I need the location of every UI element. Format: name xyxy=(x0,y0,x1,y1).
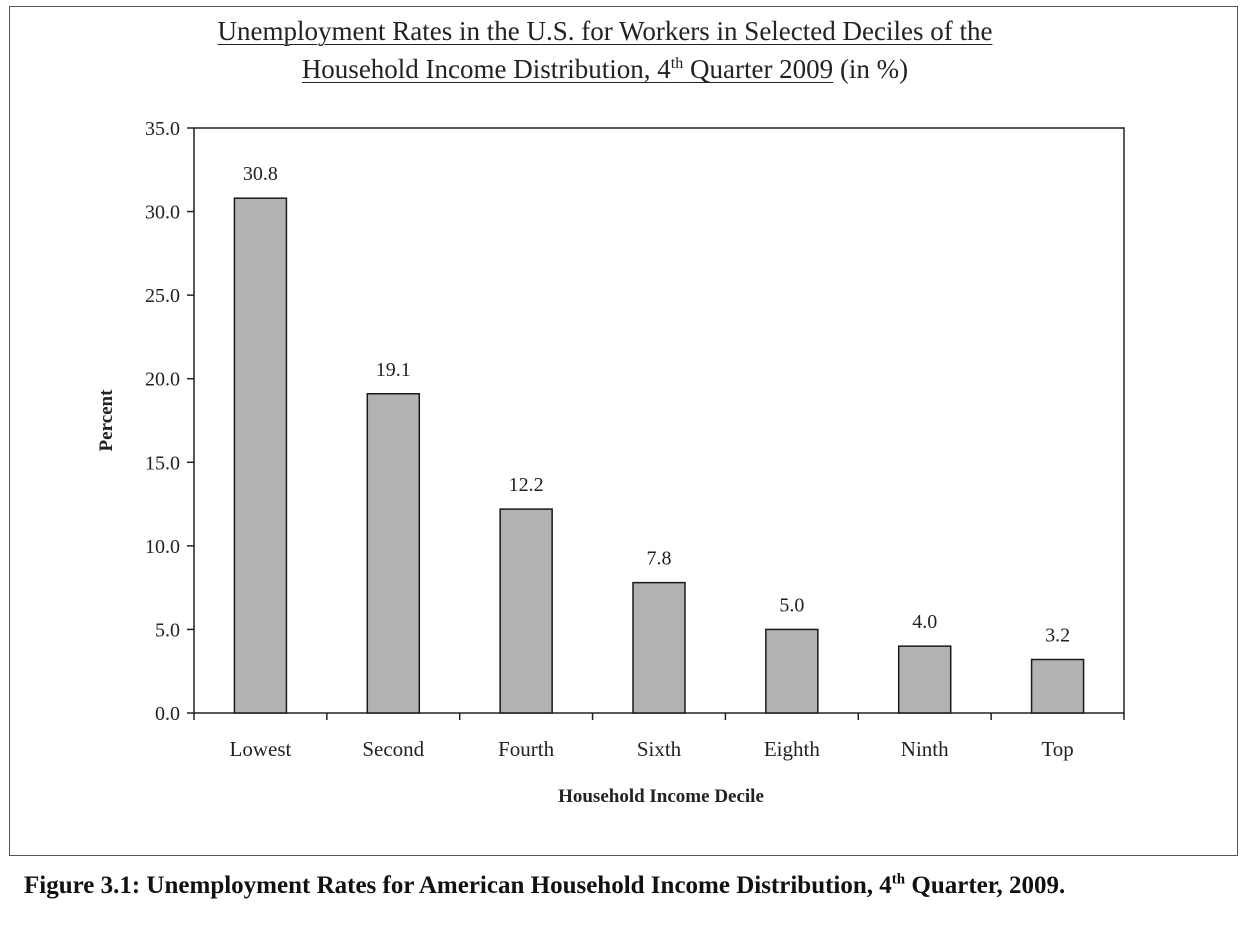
x-tick-label: Eighth xyxy=(764,737,820,761)
bar-lowest xyxy=(233,197,288,714)
y-axis-title: Percent xyxy=(96,389,117,452)
x-tick-label: Ninth xyxy=(901,737,949,761)
y-tick-label: 35.0 xyxy=(145,118,180,140)
x-tick-label: Top xyxy=(1041,737,1073,761)
data-label: 30.8 xyxy=(243,163,278,185)
y-tick-label: 0.0 xyxy=(155,703,180,725)
y-tick-label: 15.0 xyxy=(145,452,180,474)
data-label: 7.8 xyxy=(647,548,672,570)
chart-title-line1: Unemployment Rates in the U.S. for Worke… xyxy=(217,16,993,46)
chart-title-unit: (in %) xyxy=(833,54,909,84)
chart-title: Unemployment Rates in the U.S. for Worke… xyxy=(0,12,1210,88)
bar-top xyxy=(1030,658,1085,714)
chart-frame xyxy=(9,6,1238,856)
x-tick-label: Second xyxy=(362,737,424,761)
chart-title-line2: Household Income Distribution, 4th Quart… xyxy=(301,54,834,84)
bar-ninth xyxy=(897,645,952,714)
bar-eighth xyxy=(765,628,819,714)
data-label: 5.0 xyxy=(779,594,804,616)
bar-sixth xyxy=(632,581,686,714)
data-label: 4.0 xyxy=(912,611,937,633)
x-tick-label: Lowest xyxy=(230,737,292,761)
chart-labels: 0.0 5.0 10.0 15.0 20.0 25.0 30.0 35.0 30.8 Lowest… xyxy=(96,118,1074,807)
y-tick-label: 20.0 xyxy=(145,369,180,391)
x-tick-label: Fourth xyxy=(498,737,555,761)
y-tick-label: 30.0 xyxy=(145,202,180,224)
data-label: 3.2 xyxy=(1045,625,1070,647)
y-tick-label: 10.0 xyxy=(145,536,180,558)
bar-fourth xyxy=(499,508,553,714)
x-tick-label: Sixth xyxy=(637,737,682,761)
data-label: 12.2 xyxy=(509,474,544,496)
figure-caption: Figure 3.1: Unemployment Rates for Ameri… xyxy=(24,871,1066,899)
bar-chart: 0.0 5.0 10.0 15.0 20.0 25.0 30.0 35.0 30.8 Lowest… xyxy=(96,118,1125,807)
bar-second xyxy=(366,393,421,714)
x-axis-title: Household Income Decile xyxy=(558,786,764,807)
data-label: 19.1 xyxy=(376,359,411,381)
y-tick-label: 25.0 xyxy=(145,285,180,307)
chart-bars xyxy=(233,197,1085,714)
y-tick-label: 5.0 xyxy=(155,619,180,641)
